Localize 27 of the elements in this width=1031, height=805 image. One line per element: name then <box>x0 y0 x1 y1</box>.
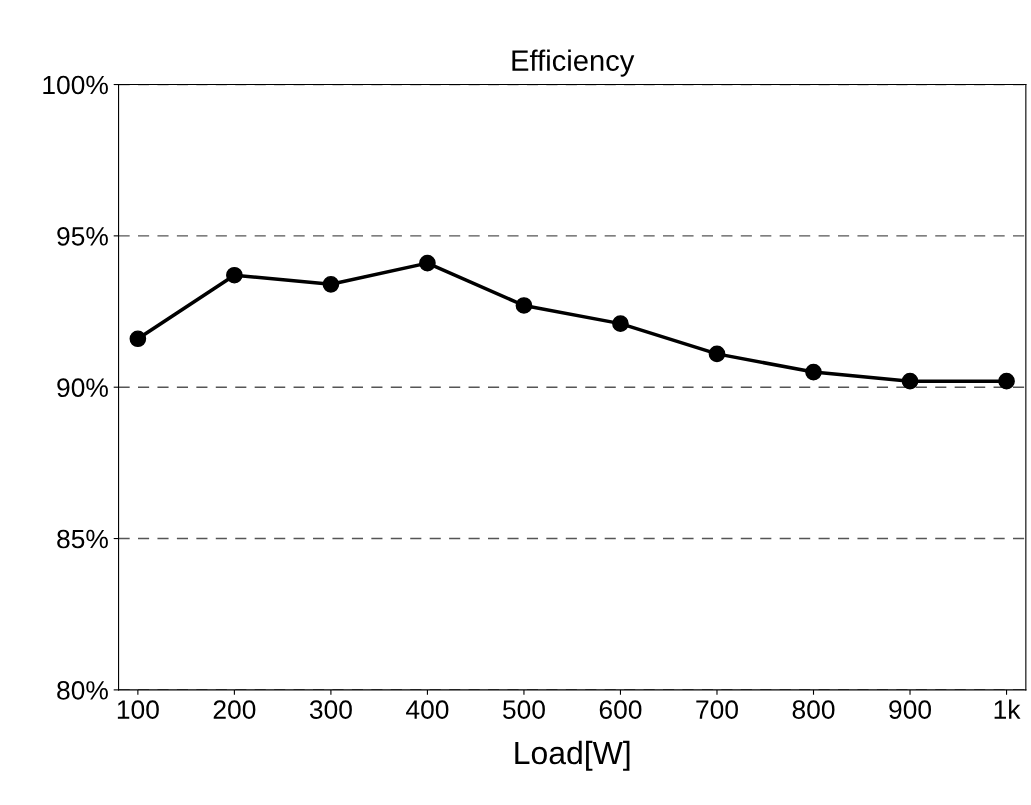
x-tick-label: 400 <box>406 700 449 719</box>
x-tick-label: 100 <box>117 700 159 719</box>
x-tick-label: 900 <box>889 700 932 719</box>
chart-title: Efficiency <box>512 49 635 77</box>
x-tick-label: 500 <box>502 700 545 719</box>
x-tick-label: 600 <box>599 700 642 719</box>
y-tick-label: 90% <box>57 378 108 398</box>
point <box>998 372 1015 390</box>
x-tick-label: 1k <box>994 699 1021 719</box>
point <box>515 297 533 314</box>
point <box>419 254 436 272</box>
x-axis-title: Load[W] <box>515 740 630 771</box>
y-tick-label: 80% <box>57 681 108 700</box>
x-tick-label: 700 <box>696 700 738 719</box>
point <box>226 266 243 284</box>
point <box>612 315 629 332</box>
y-tick-label: 85% <box>57 529 108 549</box>
x-tick-label: 300 <box>309 700 352 719</box>
x-tick-label: 200 <box>213 700 256 719</box>
point <box>805 363 822 381</box>
y-tick-label: 100% <box>43 75 108 95</box>
x-tick-label: 800 <box>792 700 835 719</box>
y-tick-label: 95% <box>57 227 108 246</box>
point <box>322 275 340 293</box>
point <box>901 372 919 390</box>
point <box>708 345 726 363</box>
point <box>129 330 147 348</box>
